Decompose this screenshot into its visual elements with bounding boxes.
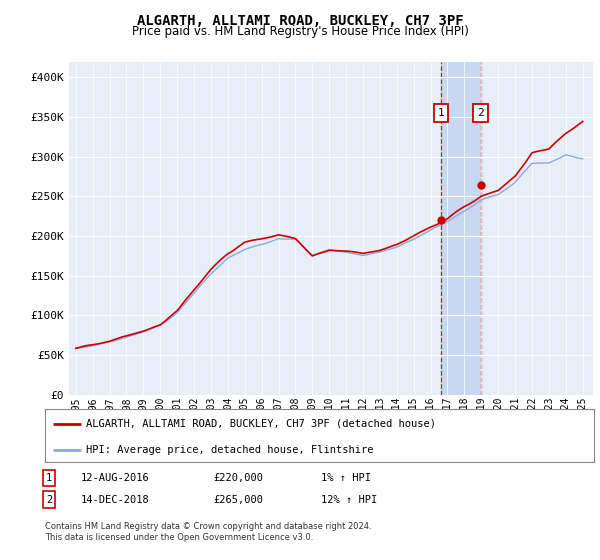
Text: 1: 1 xyxy=(437,108,445,118)
Text: 14-DEC-2018: 14-DEC-2018 xyxy=(81,494,150,505)
Bar xyxy=(441,62,481,395)
Text: This data is licensed under the Open Government Licence v3.0.: This data is licensed under the Open Gov… xyxy=(45,533,313,542)
Text: ALGARTH, ALLTAMI ROAD, BUCKLEY, CH7 3PF (detached house): ALGARTH, ALLTAMI ROAD, BUCKLEY, CH7 3PF … xyxy=(86,419,436,429)
Text: 2: 2 xyxy=(477,108,484,118)
Text: 12-AUG-2016: 12-AUG-2016 xyxy=(81,473,150,483)
Text: £220,000: £220,000 xyxy=(213,473,263,483)
Text: Contains HM Land Registry data © Crown copyright and database right 2024.: Contains HM Land Registry data © Crown c… xyxy=(45,522,371,531)
Text: Price paid vs. HM Land Registry's House Price Index (HPI): Price paid vs. HM Land Registry's House … xyxy=(131,25,469,39)
Text: HPI: Average price, detached house, Flintshire: HPI: Average price, detached house, Flin… xyxy=(86,445,374,455)
Text: £265,000: £265,000 xyxy=(213,494,263,505)
Text: 2: 2 xyxy=(46,494,52,505)
Text: 1: 1 xyxy=(46,473,52,483)
Text: ALGARTH, ALLTAMI ROAD, BUCKLEY, CH7 3PF: ALGARTH, ALLTAMI ROAD, BUCKLEY, CH7 3PF xyxy=(137,14,463,28)
Text: 12% ↑ HPI: 12% ↑ HPI xyxy=(321,494,377,505)
Text: 1% ↑ HPI: 1% ↑ HPI xyxy=(321,473,371,483)
